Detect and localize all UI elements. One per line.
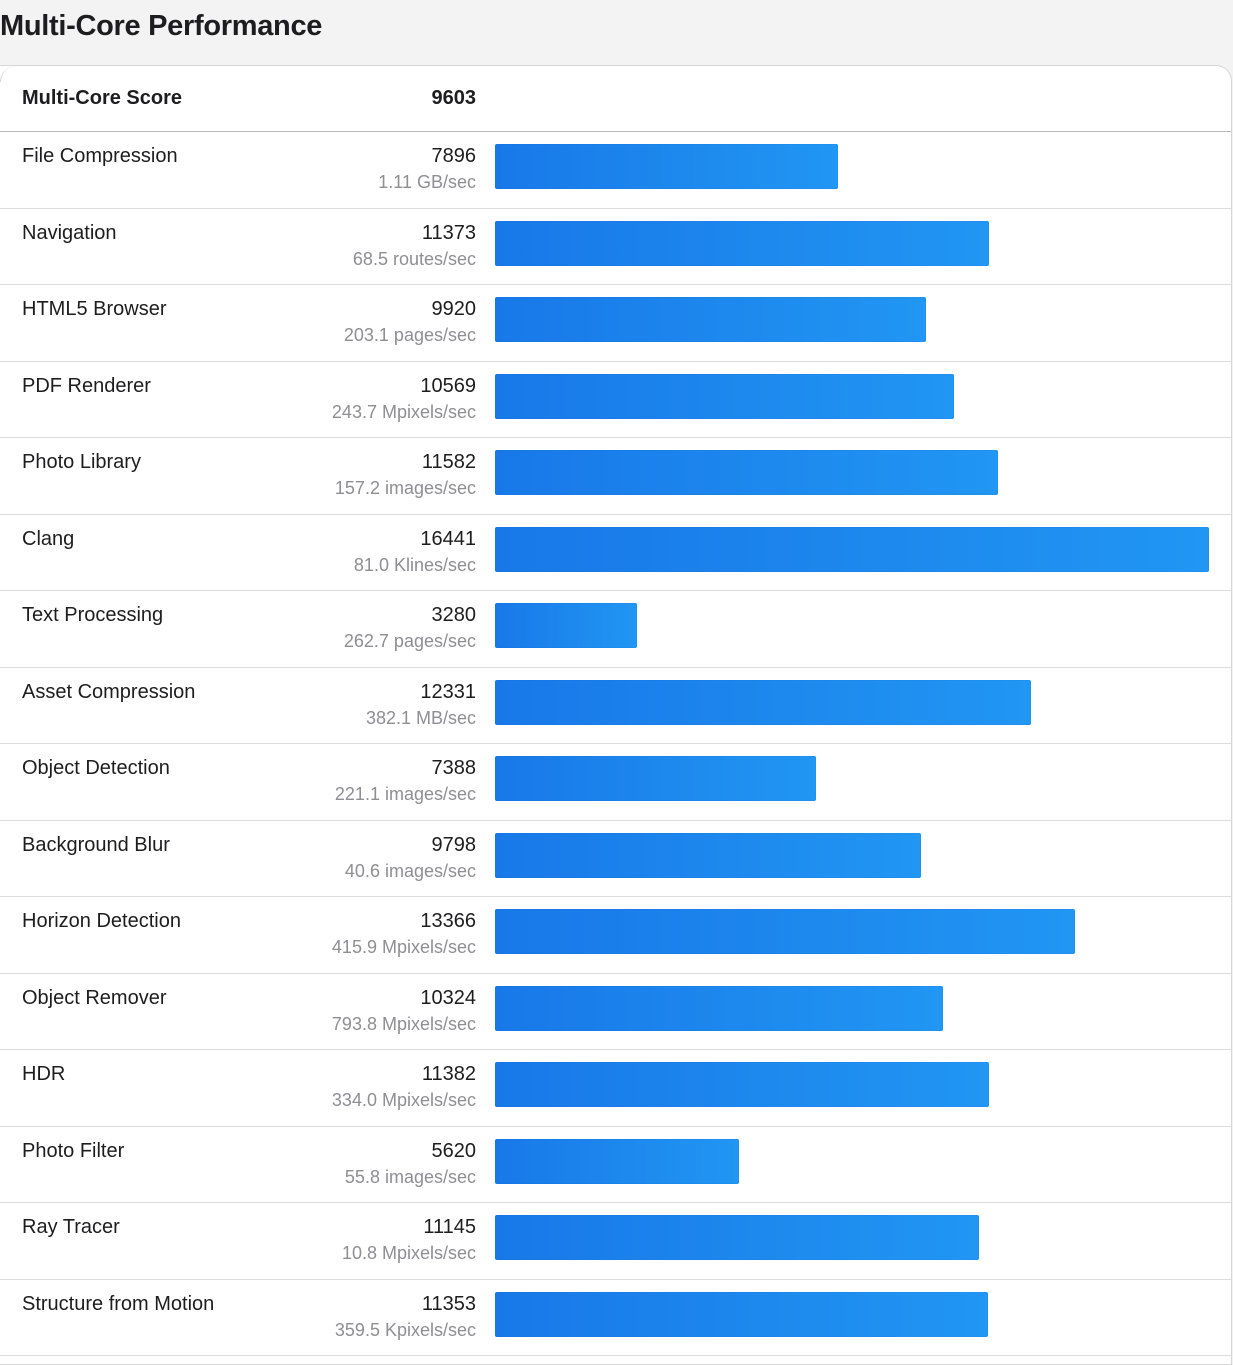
benchmark-name: Navigation xyxy=(22,221,117,244)
benchmark-rate: 221.1 images/sec xyxy=(334,784,476,804)
benchmark-rate: 1.11 GB/sec xyxy=(378,172,476,192)
benchmark-name: Photo Filter xyxy=(22,1139,125,1162)
benchmark-name: File Compression xyxy=(22,145,178,167)
benchmark-name: Object Detection xyxy=(22,757,170,779)
benchmark-rate: 40.6 images/sec xyxy=(344,860,476,881)
benchmark-rate: 157.2 images/sec xyxy=(334,478,476,498)
benchmark-name: Ray Tracer xyxy=(22,1216,120,1238)
benchmark-name: Photo Library xyxy=(22,451,141,473)
benchmark-bar xyxy=(495,1138,739,1184)
table-row: Text Processing 3280 262.7 pages/sec xyxy=(0,591,1231,668)
page-title: Multi-Core Performance xyxy=(0,10,323,42)
benchmark-score: 10324 xyxy=(420,986,476,1009)
benchmark-bar xyxy=(495,450,998,495)
benchmark-bar xyxy=(495,679,1031,725)
table-row: Object Detection 7388 221.1 images/sec xyxy=(0,744,1231,821)
benchmark-score: 7388 xyxy=(431,757,477,779)
benchmark-rate: 382.1 MB/sec xyxy=(365,707,476,728)
benchmark-name: Text Processing xyxy=(22,604,164,626)
benchmark-score: 3280 xyxy=(431,604,477,626)
benchmark-score: 5620 xyxy=(431,1139,477,1162)
table-row: PDF Renderer 10569 243.7 Mpixels/sec xyxy=(0,362,1231,438)
benchmark-rate: 203.1 pages/sec xyxy=(343,325,476,345)
benchmark-rate: 334.0 Mpixels/sec xyxy=(331,1090,476,1110)
benchmark-card: Multi-Core Score 9603 File Compression 78… xyxy=(0,65,1232,1365)
benchmark-rate: 55.8 images/sec xyxy=(344,1166,476,1187)
table-row: Structure from Motion 11353 359.5 Kpixels/… xyxy=(0,1280,1231,1356)
benchmark-bar xyxy=(495,832,921,878)
benchmark-rate: 359.5 Kpixels/sec xyxy=(334,1319,476,1340)
benchmark-score: 10569 xyxy=(420,374,476,397)
benchmark-name: HDR xyxy=(22,1063,66,1085)
table-row: Object Remover 10324 793.8 Mpixels/sec xyxy=(0,974,1231,1050)
benchmark-name: PDF Renderer xyxy=(22,374,151,397)
benchmark-bar xyxy=(495,1291,988,1337)
benchmark-bar xyxy=(495,985,943,1031)
benchmark-bar xyxy=(495,526,1209,572)
benchmark-bar xyxy=(495,373,954,419)
benchmark-bar xyxy=(495,297,926,342)
benchmark-bar xyxy=(495,756,816,801)
table-row: Ray Tracer 11145 10.8 Mpixels/sec xyxy=(0,1203,1231,1280)
benchmark-bar xyxy=(495,1062,989,1107)
table-row: Horizon Detection 13366 415.9 Mpixels/sec xyxy=(0,897,1231,974)
table-row: Asset Compression 12331 382.1 MB/sec xyxy=(0,668,1231,744)
table-row: HTML5 Browser 9920 203.1 pages/sec xyxy=(0,285,1231,362)
table-row: Navigation 11373 68.5 routes/sec xyxy=(0,209,1231,285)
benchmark-bar xyxy=(495,144,838,189)
benchmark-name: Horizon Detection xyxy=(22,910,181,932)
benchmark-score: 11373 xyxy=(421,221,476,244)
benchmark-bar xyxy=(495,220,989,266)
benchmark-score: 11382 xyxy=(421,1063,476,1085)
benchmark-name: Structure from Motion xyxy=(22,1292,215,1315)
benchmark-rate: 10.8 Mpixels/sec xyxy=(341,1243,476,1263)
benchmark-score: 11582 xyxy=(421,451,476,473)
benchmark-bar xyxy=(495,909,1075,954)
benchmark-rate: 415.9 Mpixels/sec xyxy=(331,937,476,957)
benchmark-rate: 81.0 Klines/sec xyxy=(353,554,476,575)
benchmark-score: 9920 xyxy=(431,298,477,320)
benchmark-name: Background Blur xyxy=(22,833,170,856)
multi-core-score-value: 9603 xyxy=(431,87,477,109)
benchmark-score: 11145 xyxy=(423,1216,476,1238)
benchmark-name: Object Remover xyxy=(22,986,167,1009)
benchmark-bar xyxy=(495,603,637,648)
benchmark-rate: 243.7 Mpixels/sec xyxy=(331,401,476,422)
benchmark-score: 7896 xyxy=(431,145,477,167)
benchmark-bar xyxy=(495,1215,979,1260)
benchmark-score: 11353 xyxy=(421,1292,476,1315)
benchmark-rate: 262.7 pages/sec xyxy=(343,631,476,651)
table-row: Background Blur 9798 40.6 images/sec xyxy=(0,821,1231,897)
benchmark-name: Asset Compression xyxy=(22,680,196,703)
multi-core-score-label: Multi-Core Score xyxy=(22,87,183,109)
multi-core-score-row: Multi-Core Score 9603 xyxy=(0,66,1231,132)
benchmark-rate: 68.5 routes/sec xyxy=(352,248,476,269)
benchmark-name: HTML5 Browser xyxy=(22,298,167,320)
benchmark-name: Clang xyxy=(22,527,75,550)
table-row: HDR 11382 334.0 Mpixels/sec xyxy=(0,1050,1231,1127)
benchmark-score: 9798 xyxy=(431,833,477,856)
benchmark-rate: 793.8 Mpixels/sec xyxy=(331,1013,476,1034)
table-row: Photo Filter 5620 55.8 images/sec xyxy=(0,1127,1231,1203)
table-row: Clang 16441 81.0 Klines/sec xyxy=(0,515,1231,591)
benchmark-score: 13366 xyxy=(420,910,476,932)
table-row: Photo Library 11582 157.2 images/sec xyxy=(0,438,1231,515)
benchmark-score: 16441 xyxy=(420,527,476,550)
benchmark-score: 12331 xyxy=(420,680,476,703)
table-row: File Compression 7896 1.11 GB/sec xyxy=(0,132,1231,209)
